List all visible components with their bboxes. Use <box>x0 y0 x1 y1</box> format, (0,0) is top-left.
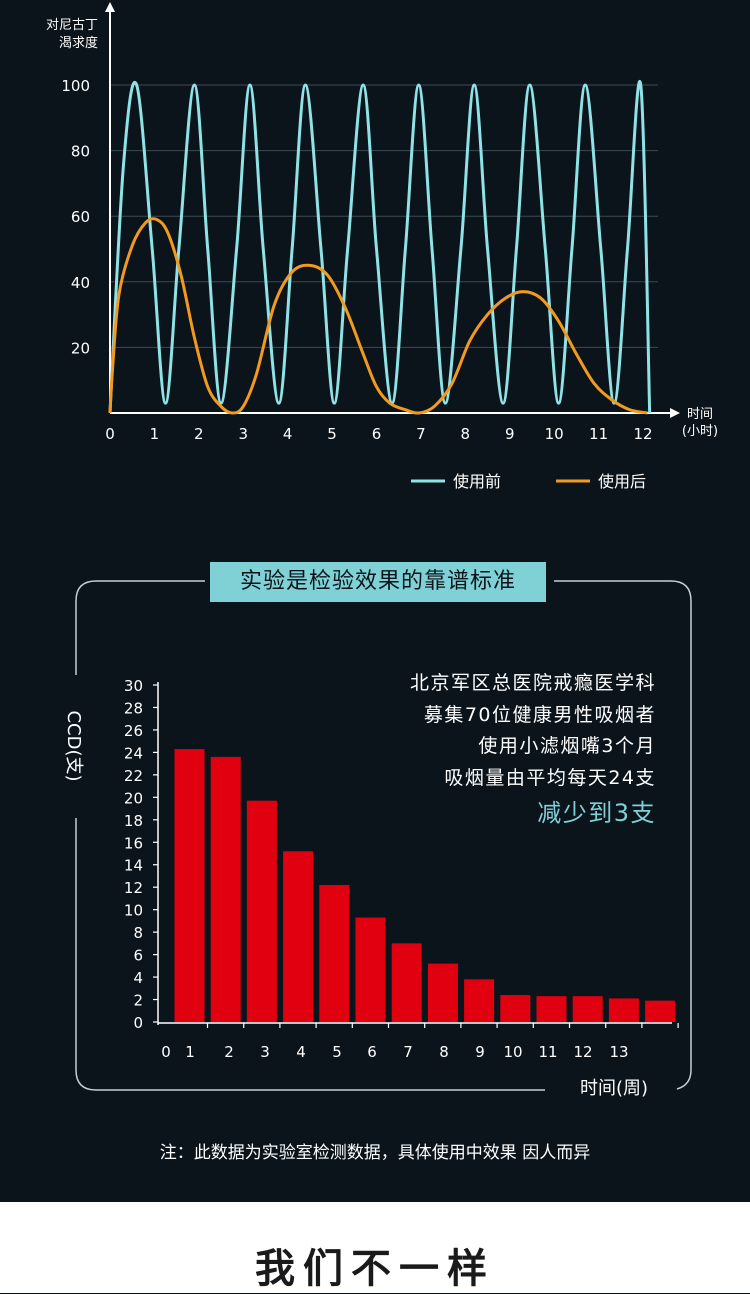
x-tick-label: 4 <box>296 1043 306 1061</box>
y-axis-label: 对尼古丁 <box>46 18 98 33</box>
y-tick-label: 28 <box>124 699 143 717</box>
x-axis-label: 时间 <box>687 407 713 422</box>
x-tick-label: 11 <box>538 1043 557 1061</box>
bar <box>608 998 639 1022</box>
bar <box>210 756 241 1022</box>
bar <box>645 1000 676 1022</box>
bar <box>427 963 458 1022</box>
x-axis-label: 时间(周) <box>580 1078 648 1099</box>
y-tick-label: 8 <box>133 924 143 942</box>
data-disclaimer: 注：此数据为实验室检测数据，具体使用中效果 因人而异 <box>159 1143 591 1163</box>
x-tick-label: 1 <box>150 425 160 443</box>
x-tick-label: 5 <box>332 1043 342 1061</box>
legend-label: 使用前 <box>453 472 501 491</box>
y-tick-label: 24 <box>124 744 143 762</box>
x-tick-label: 9 <box>475 1043 485 1061</box>
bar <box>283 851 314 1022</box>
bar <box>319 884 350 1022</box>
y-axis-label: CCD(支) <box>63 710 84 781</box>
x-tick-label: 12 <box>573 1043 592 1061</box>
study-line-4: 吸烟量由平均每天24支 <box>444 766 656 789</box>
x-axis-arrow <box>670 408 680 418</box>
study-line-3: 使用小滤烟嘴3个月 <box>478 735 656 757</box>
y-tick-label: 10 <box>124 902 143 920</box>
bar <box>246 800 277 1022</box>
study-line-1: 北京军区总医院戒瘾医学科 <box>409 672 656 694</box>
y-tick-label: 2 <box>133 992 143 1010</box>
y-tick-label: 100 <box>61 77 90 95</box>
bar <box>536 996 567 1022</box>
x-tick-label: 6 <box>367 1043 377 1061</box>
legend-label: 使用后 <box>598 472 646 491</box>
x-tick-label: 8 <box>461 425 471 443</box>
x-tick-label: 13 <box>609 1043 628 1061</box>
x-tick-label: 3 <box>260 1043 270 1061</box>
series-line-after <box>108 217 648 415</box>
y-tick-label: 0 <box>133 1014 143 1032</box>
bar <box>355 917 386 1022</box>
bar <box>174 749 205 1022</box>
y-tick-label: 4 <box>133 969 143 987</box>
bar <box>391 943 422 1022</box>
x-tick-label: 2 <box>224 1043 234 1061</box>
study-line-2: 募集70位健康男性吸烟者 <box>423 703 656 726</box>
bar <box>464 979 495 1022</box>
bar <box>572 996 603 1022</box>
y-tick-label: 16 <box>124 834 143 852</box>
y-axis-label: 渴求度 <box>59 35 98 51</box>
x-tick-label: 1 <box>185 1043 195 1061</box>
experiment-title: 实验是检验效果的靠谱标准 <box>210 562 546 602</box>
x-axis-label: (小时) <box>682 424 718 439</box>
frame-line <box>75 818 545 1091</box>
x-tick-label: 10 <box>545 425 564 443</box>
y-tick-label: 30 <box>124 677 143 695</box>
y-tick-label: 20 <box>71 339 90 357</box>
x-tick-label: 7 <box>416 425 426 443</box>
bottom-band <box>0 1202 750 1293</box>
x-tick-label: 7 <box>403 1043 413 1061</box>
x-tick-label: 12 <box>633 425 652 443</box>
x-tick-label: 10 <box>503 1043 522 1061</box>
section-title: 我们不一样 <box>255 1245 495 1292</box>
y-tick-label: 80 <box>71 143 90 161</box>
y-tick-label: 18 <box>124 812 143 830</box>
x-tick-label: 11 <box>589 425 608 443</box>
x-tick-label: 4 <box>283 425 293 443</box>
frame-line <box>554 580 692 1090</box>
y-tick-label: 12 <box>124 879 143 897</box>
x-tick-label: 5 <box>327 425 337 443</box>
y-axis-arrow <box>105 2 115 12</box>
y-tick-label: 6 <box>133 947 143 965</box>
y-tick-label: 14 <box>124 857 143 875</box>
x-tick-label: 3 <box>238 425 248 443</box>
y-tick-label: 20 <box>124 789 143 807</box>
y-tick-label: 22 <box>124 767 143 785</box>
x-tick-label: 9 <box>505 425 515 443</box>
study-description: 北京军区总医院戒瘾医学科 募集70位健康男性吸烟者 使用小滤烟嘴3个月 吸烟量由… <box>336 668 656 832</box>
y-tick-label: 40 <box>71 274 90 292</box>
x-tick-label: 6 <box>372 425 382 443</box>
frame-line <box>75 580 205 675</box>
study-result-highlight: 减少到3支 <box>537 799 656 827</box>
y-tick-label: 60 <box>71 208 90 226</box>
x-tick-label: 0 <box>161 1043 171 1061</box>
series-line-before <box>108 80 652 414</box>
x-tick-label: 8 <box>439 1043 449 1061</box>
y-tick-label: 26 <box>124 722 143 740</box>
x-tick-label: 2 <box>194 425 204 443</box>
x-tick-label: 0 <box>105 425 115 443</box>
bar <box>500 995 531 1022</box>
